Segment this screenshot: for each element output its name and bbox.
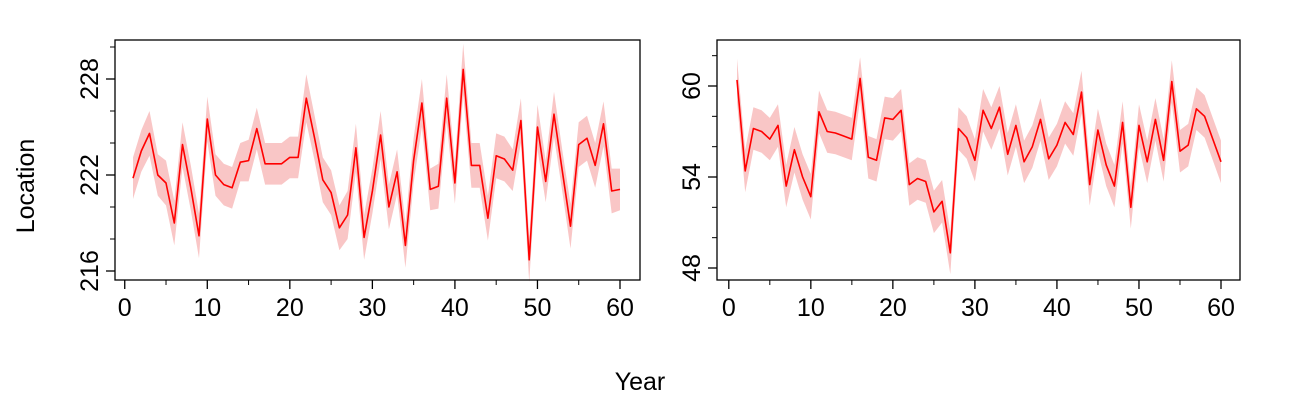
plot-frame bbox=[114, 39, 641, 281]
series-line bbox=[132, 68, 621, 261]
chart-panel-left: 0 10 20 30 40 50 60 216 222 228 bbox=[76, 39, 641, 322]
y-tick-label: 228 bbox=[76, 58, 104, 100]
x-tick-label: 50 bbox=[524, 294, 552, 322]
x-tick-label: 10 bbox=[193, 294, 221, 322]
x-tick-label: 20 bbox=[276, 294, 304, 322]
x-tick-label: 0 bbox=[118, 294, 132, 322]
x-tick-label: 40 bbox=[441, 294, 469, 322]
y-tick-label: 222 bbox=[76, 154, 104, 196]
series-line bbox=[736, 77, 1222, 254]
y-tick-label: 54 bbox=[678, 163, 706, 191]
x-tick-label: 60 bbox=[1207, 294, 1235, 322]
x-axis-title: Year bbox=[615, 368, 666, 396]
x-tick-label: 0 bbox=[722, 294, 736, 322]
x-tick-label: 20 bbox=[879, 294, 907, 322]
y-tick-label: 60 bbox=[678, 72, 706, 100]
x-tick-label: 60 bbox=[606, 294, 634, 322]
y-tick-label: 216 bbox=[76, 250, 104, 292]
x-tick-label: 30 bbox=[358, 294, 386, 322]
x-tick-label: 50 bbox=[1125, 294, 1153, 322]
y-axis-title: Location bbox=[12, 139, 40, 234]
y-tick-label: 48 bbox=[678, 254, 706, 282]
chart-panel-right: 0 10 20 30 40 50 60 48 54 60 bbox=[678, 39, 1241, 322]
x-tick-label: 40 bbox=[1043, 294, 1071, 322]
plot-frame bbox=[716, 39, 1241, 281]
confidence-band bbox=[737, 57, 1221, 275]
x-tick-label: 10 bbox=[797, 294, 825, 322]
x-tick-label: 30 bbox=[961, 294, 989, 322]
